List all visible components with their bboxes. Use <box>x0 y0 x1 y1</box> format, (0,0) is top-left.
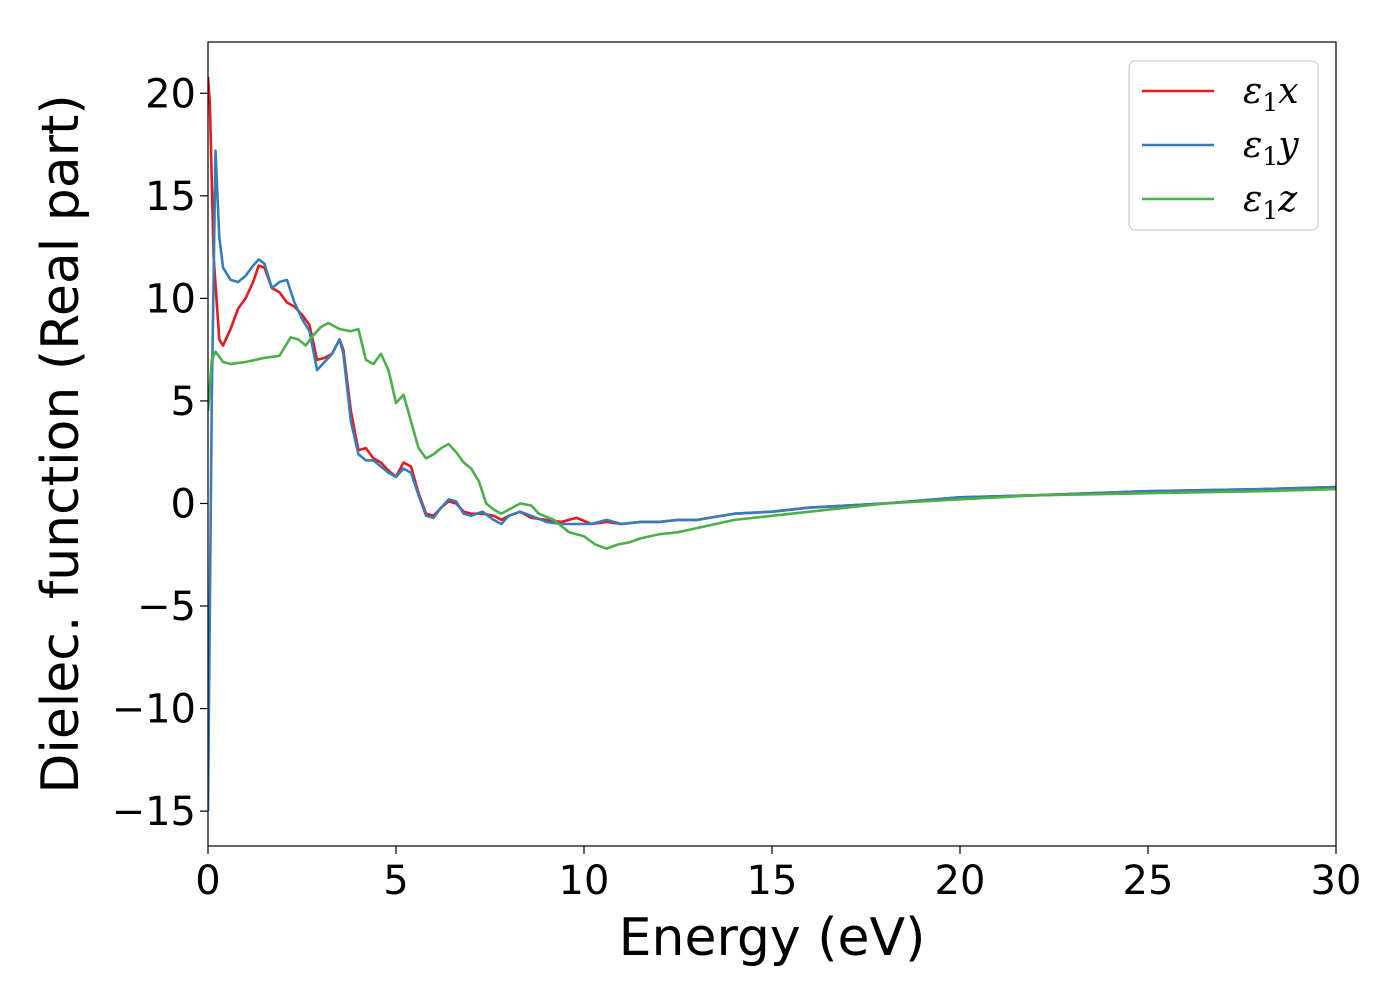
legend-label-x: ε1x <box>1243 71 1299 117</box>
series-line-z <box>208 321 1336 550</box>
y-tick-label: 20 <box>145 71 196 117</box>
y-tick-label: −15 <box>112 789 196 835</box>
x-axis-label: Energy (eV) <box>619 908 926 968</box>
y-tick-label: 10 <box>145 276 196 322</box>
legend-label-y: ε1y <box>1243 125 1299 171</box>
legend-box <box>1128 60 1319 231</box>
y-tick-label: 15 <box>145 174 196 220</box>
series-lines <box>208 76 1336 812</box>
x-tick-label: 25 <box>1123 858 1174 904</box>
series-line-y <box>208 149 1336 812</box>
legend: ε1x ε1y ε1z <box>1128 60 1319 231</box>
y-tick-label: 0 <box>171 481 196 527</box>
plot-area <box>207 41 1337 847</box>
legend-label-z: ε1z <box>1243 179 1298 225</box>
x-tick-label: 10 <box>559 858 610 904</box>
x-tick-label: 20 <box>935 858 986 904</box>
y-tick-label: 5 <box>171 379 196 425</box>
x-tick-label: 15 <box>747 858 798 904</box>
y-axis-label: Dielec. function (Real part) <box>31 94 91 793</box>
x-tick-label: 5 <box>383 858 408 904</box>
y-tick-label: −5 <box>137 584 196 630</box>
x-tick-label: 0 <box>195 858 220 904</box>
y-tick-label: −10 <box>112 687 196 733</box>
y-axis: −15 −10 −5 0 5 10 15 20 <box>112 71 208 835</box>
x-tick-label: 30 <box>1311 858 1362 904</box>
x-axis: 0 5 10 15 20 25 30 <box>195 846 1361 904</box>
